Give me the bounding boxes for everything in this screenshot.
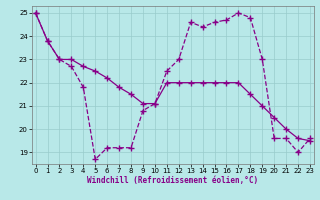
X-axis label: Windchill (Refroidissement éolien,°C): Windchill (Refroidissement éolien,°C) — [87, 176, 258, 185]
